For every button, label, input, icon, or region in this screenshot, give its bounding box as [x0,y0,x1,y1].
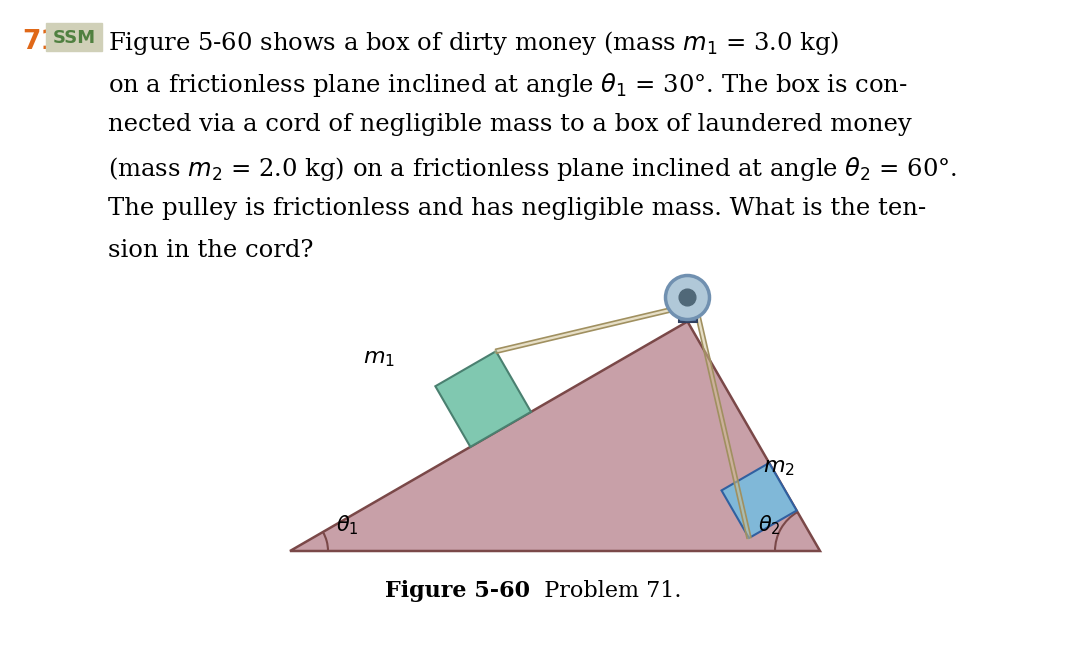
Text: SSM: SSM [53,29,95,47]
Text: Figure 5-60: Figure 5-60 [384,580,530,602]
Polygon shape [291,322,820,551]
Text: (mass $m_2$ = 2.0 kg) on a frictionless plane inclined at angle $\theta_2$ = 60°: (mass $m_2$ = 2.0 kg) on a frictionless … [108,155,957,183]
Text: Figure 5-60 shows a box of dirty money (mass $m_1$ = 3.0 kg): Figure 5-60 shows a box of dirty money (… [108,29,839,57]
Text: $\theta_1$: $\theta_1$ [336,513,359,537]
Polygon shape [435,351,531,447]
Text: sion in the cord?: sion in the cord? [108,239,313,262]
Text: $m_2$: $m_2$ [764,455,795,478]
Text: 71: 71 [22,29,59,55]
Text: $\theta_2$: $\theta_2$ [758,513,781,537]
Text: $m_1$: $m_1$ [363,347,395,369]
FancyBboxPatch shape [46,23,102,51]
Text: The pulley is frictionless and has negligible mass. What is the ten-: The pulley is frictionless and has negli… [108,197,927,220]
Circle shape [665,275,710,320]
Text: nected via a cord of negligible mass to a box of laundered money: nected via a cord of negligible mass to … [108,113,912,136]
Text: on a frictionless plane inclined at angle $\theta_1$ = 30°. The box is con-: on a frictionless plane inclined at angl… [108,71,907,99]
Polygon shape [678,291,697,322]
Polygon shape [721,463,797,538]
Circle shape [679,289,696,306]
Text: Problem 71.: Problem 71. [530,580,681,602]
